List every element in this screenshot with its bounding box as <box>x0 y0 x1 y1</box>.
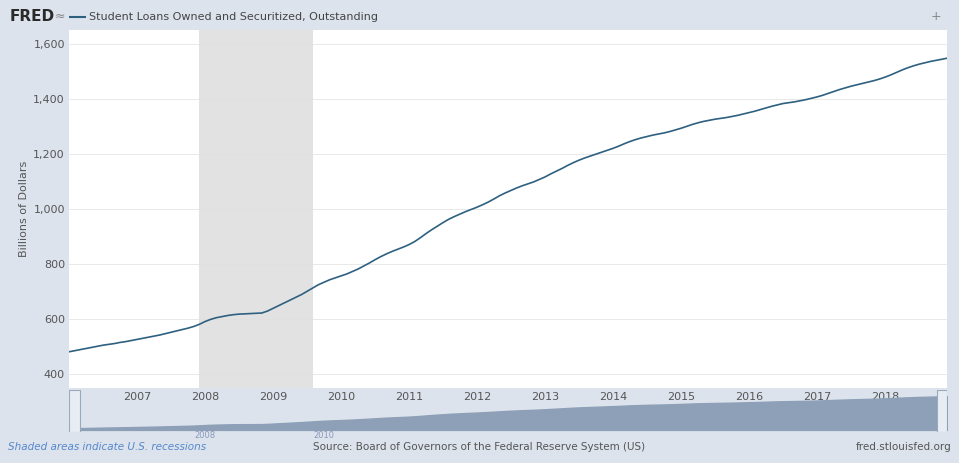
Y-axis label: Billions of Dollars: Billions of Dollars <box>19 161 29 257</box>
Bar <box>199 30 313 388</box>
Bar <box>937 390 947 432</box>
Text: Source: Board of Governors of the Federal Reserve System (US): Source: Board of Governors of the Federa… <box>314 442 645 452</box>
Text: Shaded areas indicate U.S. recessions: Shaded areas indicate U.S. recessions <box>8 442 206 452</box>
Text: ≈: ≈ <box>55 10 65 23</box>
Text: 2010: 2010 <box>314 431 335 440</box>
Text: 2008: 2008 <box>195 431 216 440</box>
Text: Student Loans Owned and Securitized, Outstanding: Student Loans Owned and Securitized, Out… <box>89 12 378 22</box>
Text: +: + <box>931 10 947 23</box>
Bar <box>69 390 80 432</box>
Text: fred.stlouisfed.org: fred.stlouisfed.org <box>855 442 951 452</box>
Text: FRED: FRED <box>10 9 55 24</box>
